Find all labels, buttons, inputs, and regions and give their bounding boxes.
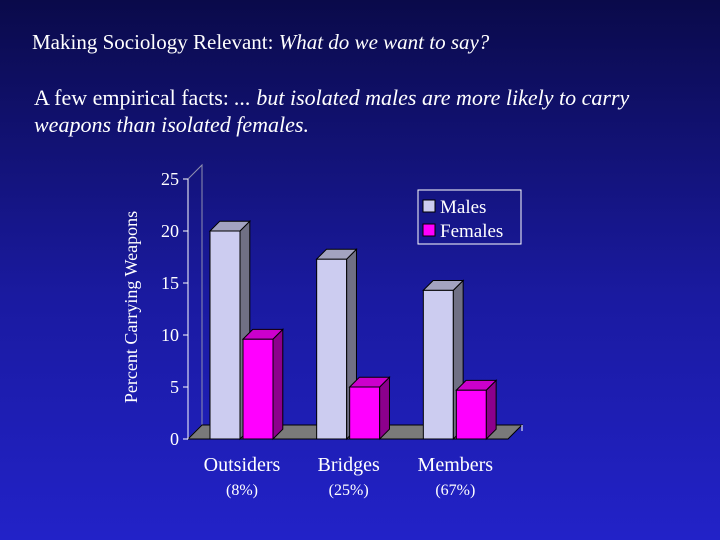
- bar-top: [422, 279, 465, 291]
- x-category-label: Members: [418, 454, 494, 476]
- bar-top: [315, 248, 358, 260]
- bar-top: [455, 379, 498, 391]
- bar-top: [241, 328, 285, 340]
- bar-females-bridges: [348, 375, 391, 441]
- bar-front: [316, 258, 348, 440]
- y-tick-label: 5: [170, 377, 179, 397]
- bar-females-members: [455, 379, 498, 441]
- x-category-label: Bridges: [318, 454, 380, 476]
- y-tick-label: 10: [161, 325, 179, 345]
- slide-title: Making Sociology Relevant: What do we wa…: [32, 30, 489, 55]
- x-category-sublabel: (67%): [435, 482, 475, 499]
- bar-top: [348, 376, 391, 388]
- subtitle-plain: A few empirical facts:: [34, 85, 235, 110]
- subtitle-italic: ... but isolated males are more likely t…: [34, 85, 630, 137]
- bar-side: [379, 375, 390, 441]
- y-tick-label: 25: [161, 169, 179, 189]
- legend-label-males: Males: [440, 197, 486, 218]
- bar-front: [422, 289, 454, 440]
- legend-label-females: Females: [440, 221, 503, 242]
- y-tick-label: 0: [170, 429, 179, 449]
- slide-title-plain: Making Sociology Relevant:: [32, 30, 279, 54]
- legend-swatch-females: [422, 223, 436, 237]
- bar-front: [349, 386, 381, 440]
- chart-side-wall: [187, 163, 203, 441]
- legend-swatch-males: [422, 199, 436, 213]
- x-category-label: Outsiders: [204, 454, 281, 476]
- slide-title-italic: What do we want to say?: [278, 30, 490, 54]
- legend-box: [417, 189, 522, 245]
- x-category-sublabel: (8%): [226, 482, 258, 499]
- y-tick-label: 15: [161, 273, 179, 293]
- bar-females-outsiders: [241, 328, 285, 441]
- bar-front: [455, 389, 487, 440]
- bar-top: [208, 220, 252, 232]
- bar-front: [209, 230, 241, 440]
- x-category-sublabel: (25%): [329, 482, 369, 499]
- y-axis-title: Percent Carrying Weapons: [121, 211, 141, 403]
- bar-side: [272, 328, 284, 441]
- slide-subtitle: A few empirical facts: ... but isolated …: [34, 84, 704, 138]
- y-tick-label: 20: [161, 221, 179, 241]
- bar-front: [242, 338, 274, 440]
